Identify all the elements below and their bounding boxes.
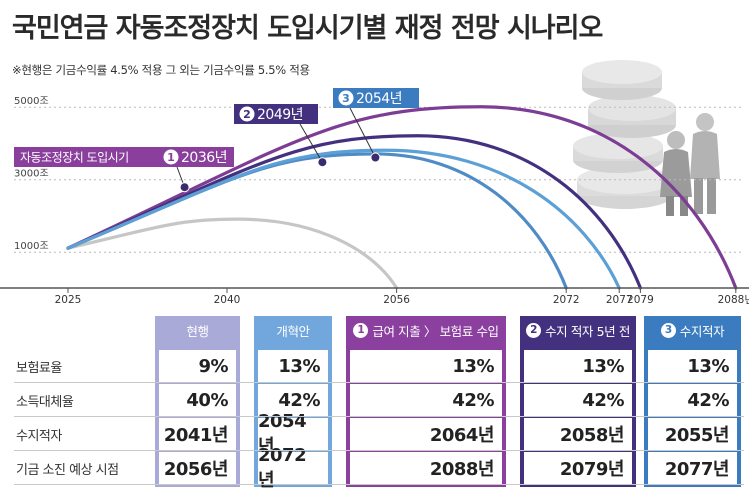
x-tick-label: 2077 xyxy=(606,294,633,306)
callout-year: 2049년 xyxy=(257,107,303,123)
callout-number-badge xyxy=(338,90,354,106)
x-tick-label: 2088년 xyxy=(718,294,749,306)
callout-number-badge xyxy=(163,149,179,165)
callout-number: 3 xyxy=(342,92,350,105)
x-tick-label: 2056 xyxy=(383,294,410,306)
x-tick-label: 2025 xyxy=(55,294,82,306)
callout-number: 2 xyxy=(243,108,251,121)
callout-point xyxy=(317,157,328,168)
x-tick-label: 2040 xyxy=(214,294,241,306)
page-title: 국민연금 자동조정장치 도입시기별 재정 전망 시나리오 xyxy=(12,13,603,44)
callout-box xyxy=(14,147,234,167)
y-axis-labels: 5000조 3000조 1000조 xyxy=(14,96,49,252)
callout-leader xyxy=(299,123,323,163)
callout-leader xyxy=(349,107,376,158)
callout-point xyxy=(179,182,190,193)
series-line xyxy=(66,134,642,290)
y-tick-label: 5000조 xyxy=(14,96,49,107)
callout-number-badge xyxy=(239,106,255,122)
series-line xyxy=(66,217,399,290)
callout-year: 2054년 xyxy=(356,91,402,107)
coins-elderly-couple-illustration xyxy=(573,60,720,216)
series-line xyxy=(66,105,738,290)
x-tick-label: 2072 xyxy=(553,294,580,306)
callout-markers xyxy=(176,107,381,193)
callout-box xyxy=(234,104,318,124)
y-tick-label: 1000조 xyxy=(14,241,49,252)
series-line xyxy=(66,148,621,290)
callout-number: 1 xyxy=(167,151,175,164)
callout-box xyxy=(333,88,419,108)
chart-grid xyxy=(14,106,742,253)
x-tick-label: 2079 xyxy=(627,294,654,306)
callout-labels: 자동조정장치 도입시기 1 2036년 2 2049년 3 2054년 xyxy=(14,88,419,167)
chart-subtitle: ※현행은 기금수익률 4.5% 적용 그 외는 기금수익률 5.5% 적용 xyxy=(12,63,310,77)
series-line xyxy=(66,152,568,290)
y-tick-label: 3000조 xyxy=(14,168,49,179)
callout-label: 자동조정장치 도입시기 xyxy=(20,151,129,165)
callout-year: 2036년 xyxy=(181,150,227,166)
callout-point xyxy=(370,152,381,163)
